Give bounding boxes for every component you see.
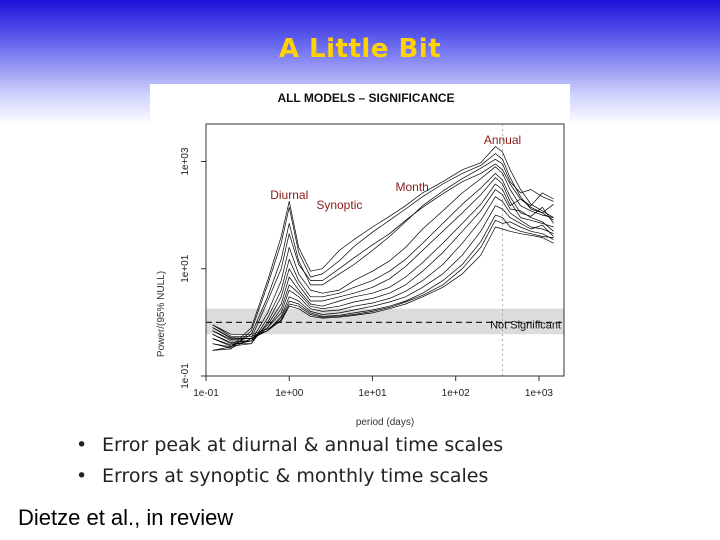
series-line-4 bbox=[212, 163, 554, 349]
plot-area bbox=[206, 124, 564, 376]
series-lines bbox=[212, 146, 554, 351]
chart-svg: ALL MODELS – SIGNIFICANCE 1e-01 1e+00 1e+0… bbox=[156, 91, 565, 428]
bullet-item: • Error peak at diurnal & annual time sca… bbox=[76, 430, 503, 461]
bullet-marker: • bbox=[76, 465, 88, 487]
plot-background bbox=[206, 124, 564, 376]
x-tick-label: 1e+00 bbox=[275, 388, 304, 399]
series-line-11 bbox=[212, 205, 554, 339]
series-line-2 bbox=[212, 153, 554, 351]
citation: Dietze et al., in review bbox=[18, 505, 234, 530]
y-tick-label: 1e+01 bbox=[180, 254, 191, 283]
y-tick-label: 1e-01 bbox=[180, 363, 191, 389]
plot-frame bbox=[205, 123, 565, 377]
bullet-text: Errors at synoptic & monthly time scales bbox=[102, 465, 489, 487]
not-significant-label: Not Significant bbox=[490, 319, 561, 331]
series-line-7 bbox=[212, 177, 554, 345]
annotations: Annual Month Diurnal Synoptic Not Significan… bbox=[270, 133, 561, 331]
series-line-6 bbox=[212, 173, 554, 347]
x-tick-label: 1e+01 bbox=[358, 388, 387, 399]
bullet-text: Error peak at diurnal & annual time scal… bbox=[102, 434, 504, 456]
bullet-item: • Errors at synoptic & monthly time scale… bbox=[76, 461, 503, 492]
annotation-annual: Annual bbox=[484, 133, 521, 147]
x-axis-label: period (days) bbox=[356, 417, 414, 428]
y-axis-label: Power/(95% NULL) bbox=[156, 271, 167, 357]
x-tick-label: 1e-01 bbox=[193, 388, 219, 399]
annotation-synoptic: Synoptic bbox=[316, 198, 362, 212]
axes: 1e-01 1e+00 1e+01 1e+02 1e+03 1e-01 1e+01 1e+03 bbox=[180, 123, 565, 399]
series-line-3 bbox=[212, 158, 554, 348]
series-line-5 bbox=[212, 166, 554, 346]
x-tick-label: 1e+02 bbox=[442, 388, 471, 399]
series-line-12 bbox=[212, 214, 554, 339]
series-line-14 bbox=[212, 226, 554, 335]
y-tick-label: 1e+03 bbox=[180, 147, 191, 176]
x-tick-label: 1e+03 bbox=[525, 388, 554, 399]
series-line-1 bbox=[212, 146, 554, 351]
annotation-diurnal: Diurnal bbox=[270, 188, 308, 202]
slide-title: A Little Bit bbox=[278, 34, 442, 64]
significance-chart: ALL MODELS – SIGNIFICANCE 1e-01 1e+00 1e+0… bbox=[150, 84, 570, 434]
series-line-10 bbox=[212, 196, 554, 340]
bullet-list: • Error peak at diurnal & annual time sca… bbox=[76, 430, 503, 492]
annotation-month: Month bbox=[396, 180, 429, 194]
series-line-13 bbox=[212, 219, 554, 337]
series-line-9 bbox=[212, 189, 554, 342]
chart-title: ALL MODELS – SIGNIFICANCE bbox=[277, 91, 454, 105]
series-line-8 bbox=[212, 183, 554, 343]
bullet-marker: • bbox=[76, 434, 88, 456]
